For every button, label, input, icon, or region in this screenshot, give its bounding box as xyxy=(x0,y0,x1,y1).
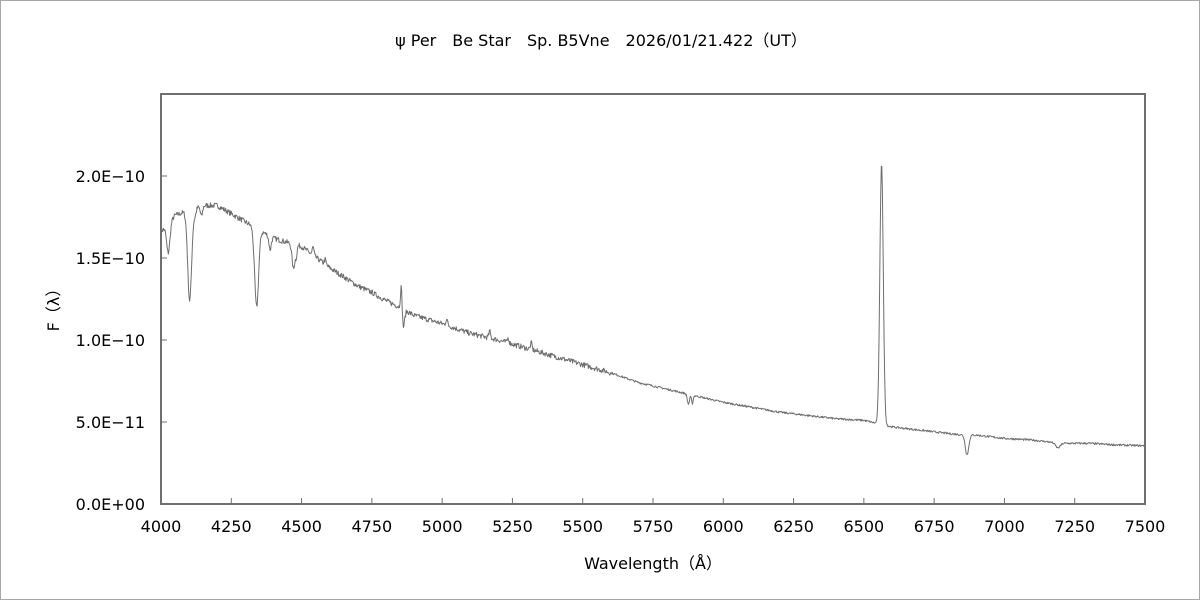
spectrum-line xyxy=(160,165,1146,455)
plot-area xyxy=(160,93,1146,505)
x-tick-label: 7000 xyxy=(984,517,1025,536)
x-tick-label: 5750 xyxy=(633,517,674,536)
chart-title: ψ Per Be Star Sp. B5Vne 2026/01/21.422（U… xyxy=(395,31,807,50)
x-tick-label: 7250 xyxy=(1054,517,1095,536)
y-axis-label: F（λ） xyxy=(44,281,63,332)
x-tick-label: 4750 xyxy=(351,517,392,536)
y-axis-ticks: 0.0E+00 5.0E−11 1.0E−10 1.5E−10 2.0E−10 xyxy=(76,167,167,514)
x-tick-label: 6500 xyxy=(843,517,884,536)
y-tick-label: 1.0E−10 xyxy=(76,331,145,350)
x-tick-label: 6250 xyxy=(773,517,814,536)
x-tick-label: 5000 xyxy=(422,517,463,536)
x-tick-label: 6750 xyxy=(914,517,955,536)
x-tick-label: 4250 xyxy=(211,517,252,536)
x-tick-label: 7500 xyxy=(1125,517,1166,536)
x-tick-label: 5500 xyxy=(562,517,603,536)
x-tick-label: 4000 xyxy=(141,517,182,536)
y-tick-label: 2.0E−10 xyxy=(76,167,145,186)
y-tick-label: 5.0E−11 xyxy=(76,413,145,432)
x-tick-label: 6000 xyxy=(703,517,744,536)
x-axis-label: Wavelength（Å） xyxy=(584,554,722,573)
y-tick-label: 1.5E−10 xyxy=(76,249,145,268)
x-tick-label: 5250 xyxy=(492,517,533,536)
x-axis-ticks: 4000 4250 4500 4750 5000 5250 5500 5750 6000 6250… xyxy=(141,498,1166,536)
x-tick-label: 4500 xyxy=(281,517,322,536)
y-tick-label: 0.0E+00 xyxy=(76,495,145,514)
